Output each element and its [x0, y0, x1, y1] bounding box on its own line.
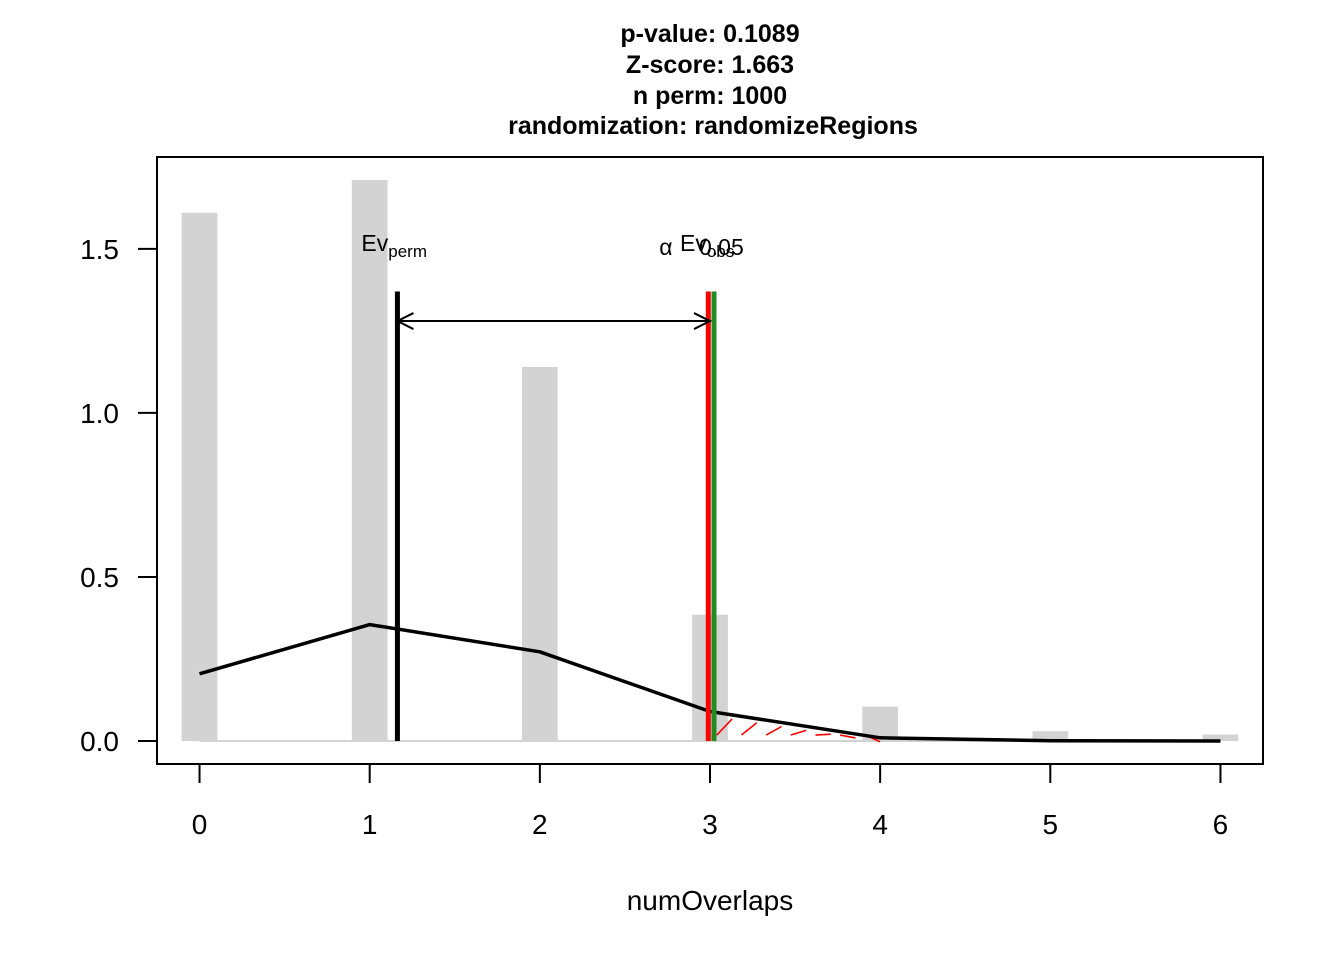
y-tick-label: 1.5 — [80, 234, 119, 265]
ev-obs-label: Evobs — [680, 230, 734, 261]
alpha-label: α 0.05 — [659, 234, 743, 260]
reference-lines — [394, 291, 717, 742]
y-axis: 0.0 0.5 1.0 1.5 — [80, 234, 158, 757]
title-line-nperm: n perm: 1000 — [633, 82, 787, 110]
histogram-bar — [1032, 731, 1069, 742]
hatch-stroke — [765, 725, 782, 736]
title-line-zscore: Z-score: 1.663 — [626, 51, 794, 79]
x-axis-title: numOverlaps — [627, 885, 794, 916]
title-line-randomization: randomization: randomizeRegions — [508, 112, 918, 140]
ev-perm-label: Evperm — [361, 230, 427, 261]
histogram-bar — [521, 366, 558, 742]
y-tick-label: 0.5 — [80, 562, 119, 593]
x-tick-label: 5 — [1043, 809, 1059, 840]
x-tick-label: 0 — [192, 809, 208, 840]
x-tick-label: 2 — [532, 809, 548, 840]
difference-arrow — [395, 312, 713, 330]
hatch-stroke — [840, 734, 856, 739]
x-tick-label: 1 — [362, 809, 378, 840]
histogram-bar — [1202, 734, 1239, 742]
shaded-tail-region — [716, 718, 881, 743]
hatch-stroke — [740, 722, 758, 736]
histogram-bar — [351, 179, 388, 742]
hatch-stroke — [716, 718, 733, 736]
y-tick-label: 1.0 — [80, 398, 119, 429]
y-tick-label: 0.0 — [80, 726, 119, 757]
histogram-bar — [181, 212, 218, 742]
title-line-pvalue: p-value: 0.1089 — [620, 20, 799, 48]
hatch-stroke — [790, 729, 807, 736]
x-axis: 0 1 2 3 4 5 6 — [192, 763, 1229, 840]
x-tick-label: 3 — [702, 809, 718, 840]
x-tick-label: 4 — [872, 809, 888, 840]
arrow-head-right — [693, 312, 713, 330]
chart-title: p-value: 0.1089 Z-score: 1.663 n perm: 1… — [508, 20, 918, 140]
hatch-stroke — [815, 733, 831, 736]
x-tick-label: 6 — [1213, 809, 1229, 840]
arrow-head-left — [395, 312, 414, 330]
